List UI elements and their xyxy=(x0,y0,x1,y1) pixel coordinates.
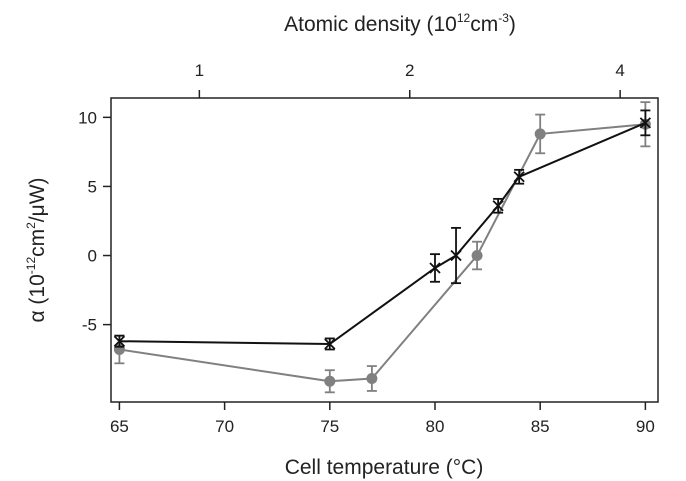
plot-frame xyxy=(110,97,659,403)
data-point xyxy=(639,117,652,129)
y-tick-label: 10 xyxy=(78,108,97,127)
top-axis-title: Atomic density (1012cm-3) xyxy=(284,11,516,36)
data-point xyxy=(471,250,483,262)
tick-layer: 65 70 75 80 85 90 -5 0 5 10 1 2 4 xyxy=(78,61,655,436)
y-tick-label: 0 xyxy=(88,247,97,266)
x-tick-label: 75 xyxy=(320,417,339,436)
x-axis-title: Cell temperature (°C) xyxy=(285,456,484,479)
top-tick-label: 2 xyxy=(405,61,414,80)
data-point xyxy=(450,249,462,262)
top-tick-label: 4 xyxy=(615,61,624,80)
x-tick-label: 85 xyxy=(531,417,550,436)
series-line xyxy=(119,121,646,346)
series-line xyxy=(119,123,646,383)
y-axis-title: α (10-12cm2/μW) xyxy=(24,177,49,322)
y-tick-label: -5 xyxy=(82,316,97,335)
data-point xyxy=(513,171,525,183)
data-point xyxy=(113,335,126,347)
data-point xyxy=(324,375,336,387)
x-tick-label: 90 xyxy=(636,417,655,436)
data-point xyxy=(492,200,504,212)
top-tick-label: 1 xyxy=(195,61,204,80)
series-1 xyxy=(113,101,651,394)
data-point xyxy=(429,262,441,274)
series-2 xyxy=(113,109,652,351)
data-point xyxy=(366,373,378,385)
x-tick-label: 80 xyxy=(426,417,445,436)
series-layer xyxy=(113,101,652,394)
data-point xyxy=(534,128,546,140)
data-point xyxy=(324,338,336,350)
x-tick-label: 65 xyxy=(110,417,129,436)
y-tick-label: 5 xyxy=(88,177,97,196)
x-tick-label: 70 xyxy=(215,417,234,436)
